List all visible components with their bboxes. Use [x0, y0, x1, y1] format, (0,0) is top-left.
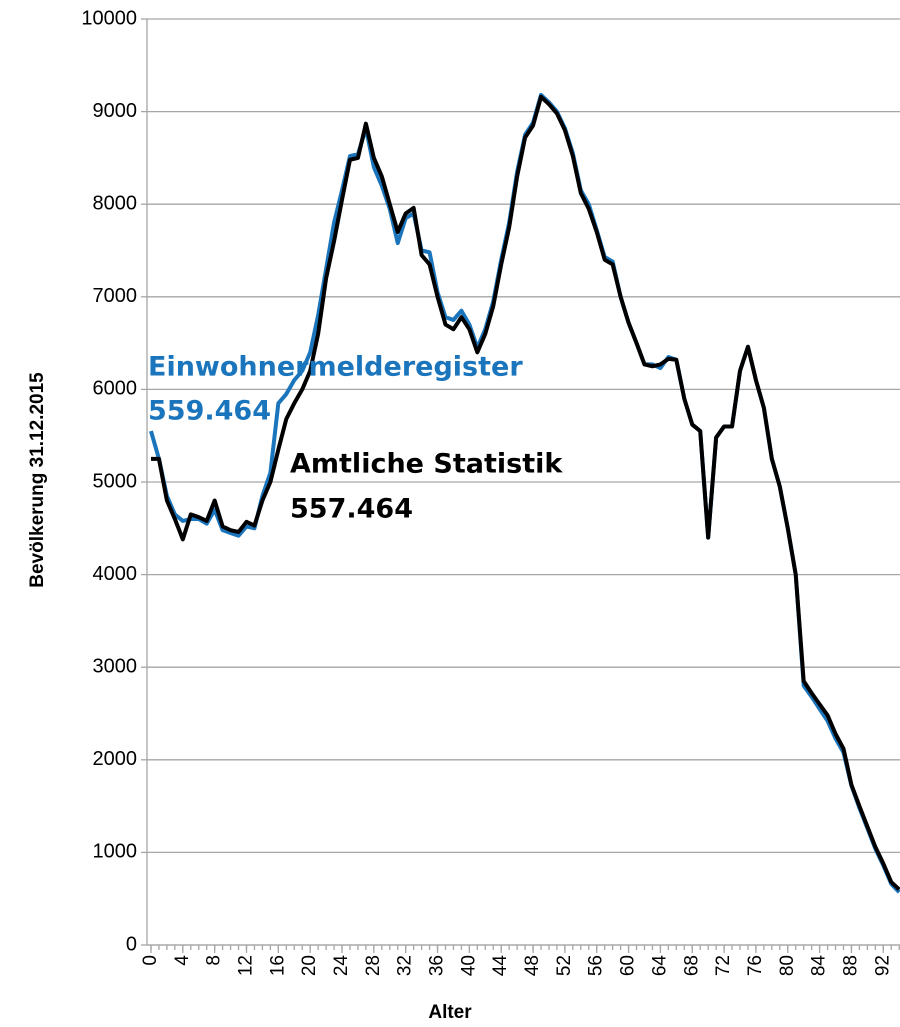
annotation: Amtliche Statistik: [290, 449, 563, 480]
y-tick-label: 7000: [93, 285, 138, 307]
x-tick-label: 60: [618, 955, 639, 976]
y-tick-label: 6000: [93, 378, 138, 400]
x-tick-label: 72: [713, 955, 734, 976]
x-tick-label: 44: [490, 955, 511, 977]
x-tick-label: 16: [267, 955, 288, 976]
x-tick-label: 88: [840, 955, 861, 976]
y-tick-label: 9000: [93, 100, 138, 122]
annotation: 559.464: [148, 396, 271, 427]
x-tick-label: 48: [522, 955, 543, 976]
x-tick-label: 92: [872, 955, 893, 976]
y-tick-label: 3000: [93, 655, 138, 677]
x-tick-label: 8: [204, 955, 225, 966]
x-tick-label: 24: [331, 955, 352, 977]
y-tick-label: 4000: [93, 563, 138, 585]
x-tick-label: 52: [554, 955, 575, 976]
x-tick-label: 80: [777, 955, 798, 976]
x-tick-label: 76: [745, 955, 766, 976]
x-tick-label: 56: [586, 955, 607, 976]
x-tick-label: 40: [458, 955, 479, 976]
y-tick-label: 8000: [93, 192, 138, 214]
y-tick-label: 1000: [93, 841, 138, 863]
y-tick-label: 10000: [81, 7, 137, 29]
y-axis-title: Bevölkerung 31.12.2015: [27, 372, 48, 588]
x-tick-label: 32: [395, 955, 416, 976]
x-tick-label: 4: [172, 955, 193, 966]
x-tick-label: 0: [140, 955, 161, 966]
x-tick-label: 12: [236, 955, 257, 976]
series-line: [150, 94, 900, 891]
annotation: Einwohnermelderegister: [148, 352, 523, 383]
x-tick-label: 20: [299, 955, 320, 976]
annotation: 557.464: [290, 494, 413, 525]
x-axis-title: Alter: [428, 1002, 472, 1023]
x-tick-label: 64: [649, 955, 670, 977]
y-tick-label: 2000: [93, 748, 138, 770]
series-line: [149, 92, 900, 894]
x-tick-label: 84: [809, 955, 830, 977]
x-tick-label: 36: [427, 955, 448, 976]
y-tick-label: 5000: [93, 470, 138, 492]
x-tick-label: 28: [363, 955, 384, 976]
x-tick-label: 68: [681, 955, 702, 976]
y-tick-label: 0: [126, 933, 137, 955]
